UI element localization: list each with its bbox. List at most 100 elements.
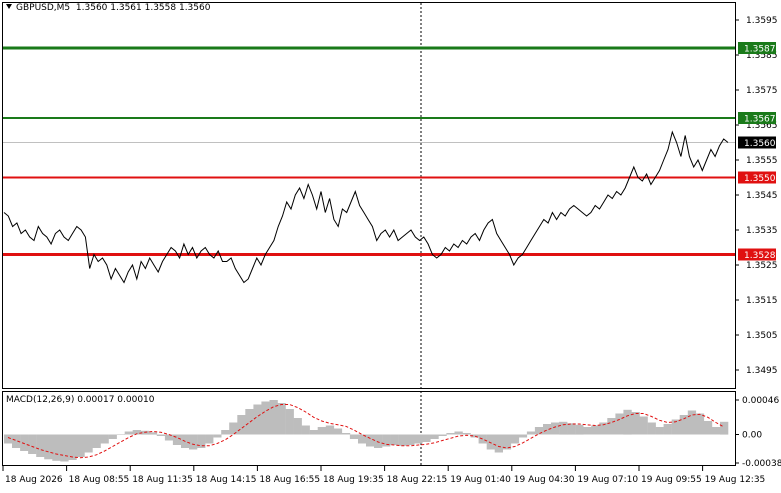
macd-histogram-bar [76, 434, 85, 457]
macd-histogram-bar [277, 403, 286, 435]
macd-histogram-bar [430, 434, 439, 439]
macd-histogram-bar [470, 434, 479, 438]
macd-histogram-bar [132, 430, 141, 435]
time-tick-label: 18 Aug 19:35 [323, 475, 384, 485]
price-tick-label: 1.3535 [746, 226, 778, 236]
price-tick-label: 1.3585 [746, 51, 778, 61]
macd-histogram-bar [28, 434, 37, 454]
price-tick-label: 1.3525 [746, 261, 778, 271]
dropdown-triangle-icon[interactable] [6, 4, 12, 9]
ohlc-values: 1.3560 1.3561 1.3558 1.3560 [75, 3, 211, 13]
macd-pane-frame [2, 391, 736, 466]
macd-histogram-bar [261, 401, 270, 435]
macd-histogram-bar [245, 409, 254, 435]
price-tick-label: 1.3505 [746, 331, 778, 341]
macd-histogram-bar [374, 434, 383, 448]
macd-histogram-bar [462, 433, 471, 435]
macd-histogram-bar [172, 434, 182, 445]
macd-histogram-bar [317, 427, 326, 435]
time-tick-label: 19 Aug 09:55 [641, 475, 702, 485]
time-tick-label: 19 Aug 12:35 [705, 475, 766, 485]
macd-histogram-bar [711, 427, 721, 435]
macd-histogram-bar [358, 434, 367, 444]
level-label-current: 1.3560 [744, 139, 776, 149]
macd-histogram-bar [44, 434, 53, 460]
macd-histogram-bar [510, 434, 520, 444]
macd-histogram-bar [197, 434, 206, 448]
time-tick-label: 19 Aug 01:40 [450, 475, 511, 485]
price-tick-label: 1.3545 [746, 191, 778, 201]
level-label-bg-resistance-2 [738, 42, 776, 54]
macd-histogram-bar [679, 415, 688, 435]
macd-histogram-bar [205, 434, 214, 444]
macd-histogram-bar [518, 434, 528, 438]
macd-histogram-bar [269, 400, 278, 435]
macd-histogram-bar [333, 428, 343, 435]
level-label-resistance-2: 1.3587 [744, 45, 776, 55]
macd-indicator-label: MACD(12,26,9) 0.00017 0.00010 [6, 395, 155, 405]
macd-histogram-bar [534, 427, 544, 435]
macd-histogram-bar [100, 434, 109, 444]
macd-histogram-bar [575, 424, 584, 435]
macd-histogram-bar [655, 427, 664, 435]
macd-histogram-bar [12, 434, 21, 448]
macd-histogram-bar [551, 422, 560, 435]
macd-histogram-bar [478, 434, 487, 444]
macd-tick-label: 0.00 [742, 431, 762, 441]
macd-histogram-bar [52, 434, 61, 461]
price-pane-frame [2, 2, 736, 389]
macd-signal-line [7, 404, 725, 459]
macd-histogram-bar [285, 409, 294, 435]
macd-histogram-bar [663, 424, 672, 435]
macd-histogram-bar [647, 422, 656, 435]
macd-histogram-bar [148, 432, 158, 435]
macd-histogram-bar [390, 434, 399, 445]
macd-histogram-bar [438, 434, 447, 436]
macd-histogram-bar [502, 434, 512, 450]
macd-histogram-bar [583, 427, 592, 435]
level-label-bg-current [738, 136, 776, 149]
symbol-header: GBPUSD,M5 1.3560 1.3561 1.3558 1.3560 [6, 3, 210, 13]
time-tick-label: 18 Aug 14:15 [196, 475, 257, 485]
macd-histogram-bar [591, 425, 600, 435]
macd-histogram-bar [349, 434, 359, 439]
macd-histogram-bar [84, 434, 93, 453]
time-tick-label: 18 Aug 2026 [5, 475, 63, 485]
macd-histogram-bar [543, 424, 552, 435]
macd-histogram-bar [213, 434, 222, 438]
macd-histogram-bar [567, 423, 576, 435]
macd-histogram-bar [639, 416, 648, 435]
time-tick-label: 18 Aug 11:35 [132, 475, 193, 485]
macd-histogram-bar [454, 431, 463, 435]
macd-histogram-bar [237, 415, 246, 435]
macd-histogram-bar [615, 413, 624, 435]
symbol-label: GBPUSD,M5 [16, 3, 71, 13]
macd-histogram-bar [406, 434, 415, 445]
macd-histogram-bar [671, 419, 680, 435]
macd-histogram-bar [422, 434, 431, 442]
time-tick-label: 19 Aug 04:30 [514, 475, 575, 485]
macd-histogram-bar [631, 412, 640, 435]
macd-histogram-bar [382, 434, 391, 447]
macd-histogram-bar [189, 434, 198, 450]
level-label-bg-support-1 [738, 171, 776, 184]
macd-histogram-bar [494, 434, 503, 453]
macd-histogram-bar [599, 422, 608, 435]
macd-histogram-bar [301, 425, 310, 435]
macd-histogram-bar [124, 431, 133, 435]
macd-histogram-bar [341, 433, 351, 435]
price-tick-label: 1.3565 [746, 121, 778, 131]
macd-histogram-bar [526, 431, 536, 435]
level-label-resistance-1: 1.3567 [744, 115, 776, 125]
level-label-support-2: 1.3528 [744, 251, 776, 261]
price-tick-label: 1.3555 [746, 156, 778, 166]
macd-histogram-bar [687, 410, 697, 435]
macd-histogram-bar [68, 434, 77, 460]
macd-histogram-bar [253, 404, 262, 435]
macd-histogram-bar [486, 434, 495, 450]
price-tick-label: 1.3495 [746, 366, 778, 376]
macd-histogram-bar [623, 409, 632, 435]
price-tick-label: 1.3575 [746, 86, 778, 96]
